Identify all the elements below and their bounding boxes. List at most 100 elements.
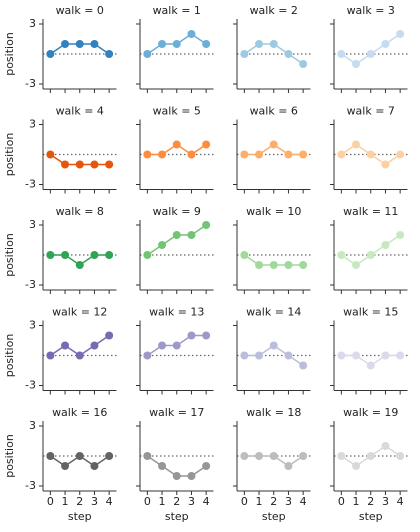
y-axis-label: position (3, 32, 16, 76)
y-tick-label: 3 (29, 218, 36, 231)
walk-point (381, 241, 390, 249)
walk-point (337, 351, 346, 360)
facet-title: walk = 9 (153, 205, 201, 218)
walk-point (202, 140, 211, 149)
walk-point (75, 351, 84, 360)
walk-point (61, 160, 70, 169)
x-tick-label: 1 (159, 495, 166, 508)
walk-line (340, 234, 401, 266)
walk-point (255, 261, 264, 269)
facet-title: walk = 17 (149, 406, 204, 419)
walk-point (366, 452, 375, 460)
walk-point (352, 462, 361, 470)
walk-point (299, 150, 308, 159)
walk-point (105, 251, 114, 259)
x-tick-label: 2 (76, 495, 83, 508)
walk-point (255, 40, 264, 48)
walk-point (90, 40, 99, 48)
facet-title: walk = 4 (56, 105, 104, 118)
walk-point (143, 50, 152, 58)
x-tick-label: 3 (382, 495, 389, 508)
x-tick-label: 4 (203, 495, 210, 508)
walk-point (187, 331, 196, 340)
walk-point (381, 442, 390, 450)
walk-point (187, 30, 196, 38)
x-tick-label: 1 (62, 495, 69, 508)
walk-point (158, 241, 167, 249)
x-tick-label: 3 (285, 495, 292, 508)
walk-point (240, 150, 249, 159)
walk-point (90, 341, 99, 350)
walk-point (61, 341, 70, 350)
facet-title: walk = 18 (246, 406, 301, 419)
walk-point (202, 462, 211, 470)
walk-point (299, 452, 308, 460)
facet-title: walk = 10 (246, 205, 301, 218)
walk-point (269, 40, 278, 48)
y-tick-label: -3 (25, 278, 36, 291)
walk-point (158, 40, 167, 48)
walk-point (105, 331, 114, 340)
x-tick-label: 1 (353, 495, 360, 508)
walk-point (61, 40, 70, 48)
facet-title: walk = 6 (250, 105, 298, 118)
walk-point (255, 150, 264, 159)
walk-point (46, 452, 55, 460)
walk-point (105, 160, 114, 169)
facet-title: walk = 8 (56, 205, 104, 218)
y-tick-label: 3 (29, 118, 36, 131)
walk-point (172, 40, 181, 48)
walk-point (366, 361, 375, 370)
facet-title: walk = 3 (347, 4, 395, 17)
y-axis-label: position (3, 133, 16, 177)
walk-point (284, 50, 293, 58)
x-tick-label: 3 (91, 495, 98, 508)
y-tick-label: -3 (25, 178, 36, 191)
walk-point (90, 160, 99, 169)
walk-point (143, 251, 152, 259)
walk-point (172, 341, 181, 350)
walk-point (90, 462, 99, 470)
x-tick-label: 0 (241, 495, 248, 508)
facet-title: walk = 15 (343, 306, 398, 319)
y-tick-label: -3 (25, 77, 36, 90)
walk-point (396, 351, 405, 360)
walk-point (337, 150, 346, 159)
x-tick-label: 4 (300, 495, 307, 508)
walk-point (269, 341, 278, 350)
walk-point (105, 50, 114, 58)
walk-point (61, 251, 70, 259)
walk-point (172, 140, 181, 149)
walk-point (396, 452, 405, 460)
walk-point (269, 261, 278, 269)
walk-point (284, 462, 293, 470)
x-tick-label: 3 (188, 495, 195, 508)
walk-point (187, 231, 196, 239)
walk-point (46, 50, 55, 58)
walk-point (269, 452, 278, 460)
walk-point (299, 261, 308, 269)
walk-point (143, 452, 152, 460)
walk-point (352, 351, 361, 360)
walk-point (202, 221, 211, 229)
x-tick-label: 2 (367, 495, 374, 508)
x-tick-label: 4 (106, 495, 113, 508)
facet-title: walk = 13 (149, 306, 204, 319)
walk-point (299, 361, 308, 370)
x-axis-label: step (68, 510, 92, 523)
facet-title: walk = 7 (347, 105, 395, 118)
facet-title: walk = 0 (56, 4, 104, 17)
walk-point (61, 462, 70, 470)
y-tick-label: -3 (25, 379, 36, 392)
y-tick-label: -3 (25, 479, 36, 492)
walk-point (352, 60, 361, 68)
walk-point (143, 351, 152, 360)
walk-point (187, 150, 196, 159)
x-tick-label: 4 (397, 495, 404, 508)
walk-point (255, 452, 264, 460)
y-tick-label: 3 (29, 419, 36, 432)
walk-point (90, 251, 99, 259)
walk-line (146, 224, 207, 256)
